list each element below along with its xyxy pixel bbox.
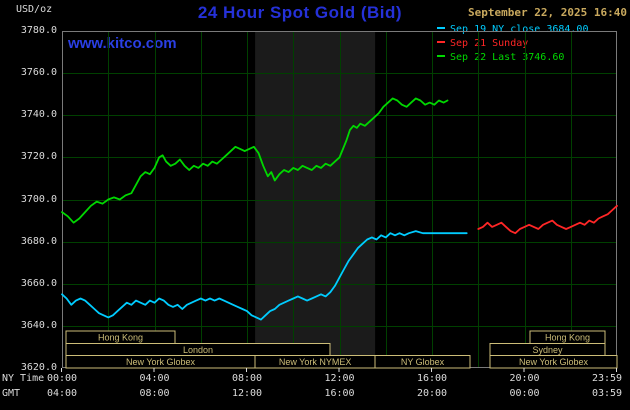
y-tick-label: 3680.0: [20, 235, 57, 247]
x-tick-label-gmt: 20:00: [416, 388, 448, 399]
y-tick-label: 3640.0: [20, 319, 57, 331]
session-box: [374, 355, 471, 369]
legend-line-swatch-sep19: [437, 27, 445, 29]
series-line-sep19: [61, 230, 468, 321]
kitco-watermark: www.kitco.com: [68, 35, 177, 52]
x-tick-label-ny: 23:59: [591, 373, 623, 384]
x-tick-label-gmt: 16:00: [324, 388, 355, 399]
x-tick-label-gmt: 04:00: [46, 388, 78, 399]
x-tick-label-ny: 16:00: [416, 373, 448, 384]
series-line-sep21: [477, 204, 618, 235]
ny-time-caption: NY Time: [2, 373, 45, 384]
y-tick-label: 3780.0: [20, 25, 57, 36]
chart-datetime: September 22, 2025 16:40: [468, 6, 627, 19]
session-box: [489, 355, 618, 369]
session-label: Hong Kong: [545, 333, 590, 343]
legend-line-swatch-sep21: [437, 41, 445, 43]
y-tick-label: 3620.0: [20, 362, 57, 373]
session-label: New York NYMEX: [279, 357, 352, 367]
x-tick-label-ny: 08:00: [231, 373, 263, 384]
series-line-sep22: [61, 97, 449, 224]
y-tick-label: 3720.0: [20, 151, 57, 163]
x-tick-label-gmt: 12:00: [231, 388, 263, 399]
legend-item-sep21: Sep 21 Sunday: [437, 37, 588, 51]
y-tick-label: 3760.0: [20, 67, 57, 79]
session-label: New York Globex: [126, 357, 196, 367]
legend-item-sep19: Sep 19 NY close 3684.00: [437, 23, 588, 37]
x-tick-label-ny: 12:00: [324, 373, 355, 384]
chart-title: 24 Hour Spot Gold (Bid): [197, 3, 403, 22]
gmt-caption: GMT: [2, 388, 21, 399]
session-label: London: [183, 345, 213, 355]
x-tick-label-ny: 20:00: [509, 373, 540, 384]
y-tick-label: 3660.0: [20, 277, 57, 289]
legend-label-sep22: Sep 22 Last 3746.60: [450, 52, 565, 63]
session-label: Hong Kong: [98, 333, 143, 343]
session-label: NY Globex: [401, 357, 445, 367]
legend: Sep 19 NY close 3684.00 Sep 21 Sunday Se…: [437, 23, 588, 65]
x-tick-label-gmt: 08:00: [139, 388, 170, 399]
x-tick-label-ny: 00:00: [46, 373, 78, 384]
x-tick-label-gmt: 00:00: [509, 388, 540, 399]
legend-label-sep19: Sep 19 NY close 3684.00: [450, 24, 589, 35]
session-label: New York Globex: [519, 357, 589, 367]
session-label: Sydney: [532, 345, 563, 355]
y-tick-label: 3700.0: [20, 193, 57, 205]
x-tick-label-gmt: 03:59: [591, 388, 623, 399]
y-tick-label: 3740.0: [20, 109, 57, 121]
legend-line-swatch-sep22: [437, 55, 445, 57]
legend-item-sep22: Sep 22 Last 3746.60: [437, 51, 588, 65]
nymex-session-band: [255, 31, 376, 368]
x-axis-ny-time-row: NY Time 00:00 04:00 08:00 12:00 16:00 20:00 23…: [0, 373, 630, 385]
x-axis-gmt-row: GMT 04:00 08:00 12:00 16:00 20:00 00:00 03:59: [0, 388, 630, 400]
y-axis-unit-label: USD/oz: [16, 4, 53, 15]
legend-label-sep21: Sep 21 Sunday: [450, 38, 529, 49]
x-tick-label-ny: 04:00: [139, 373, 170, 384]
